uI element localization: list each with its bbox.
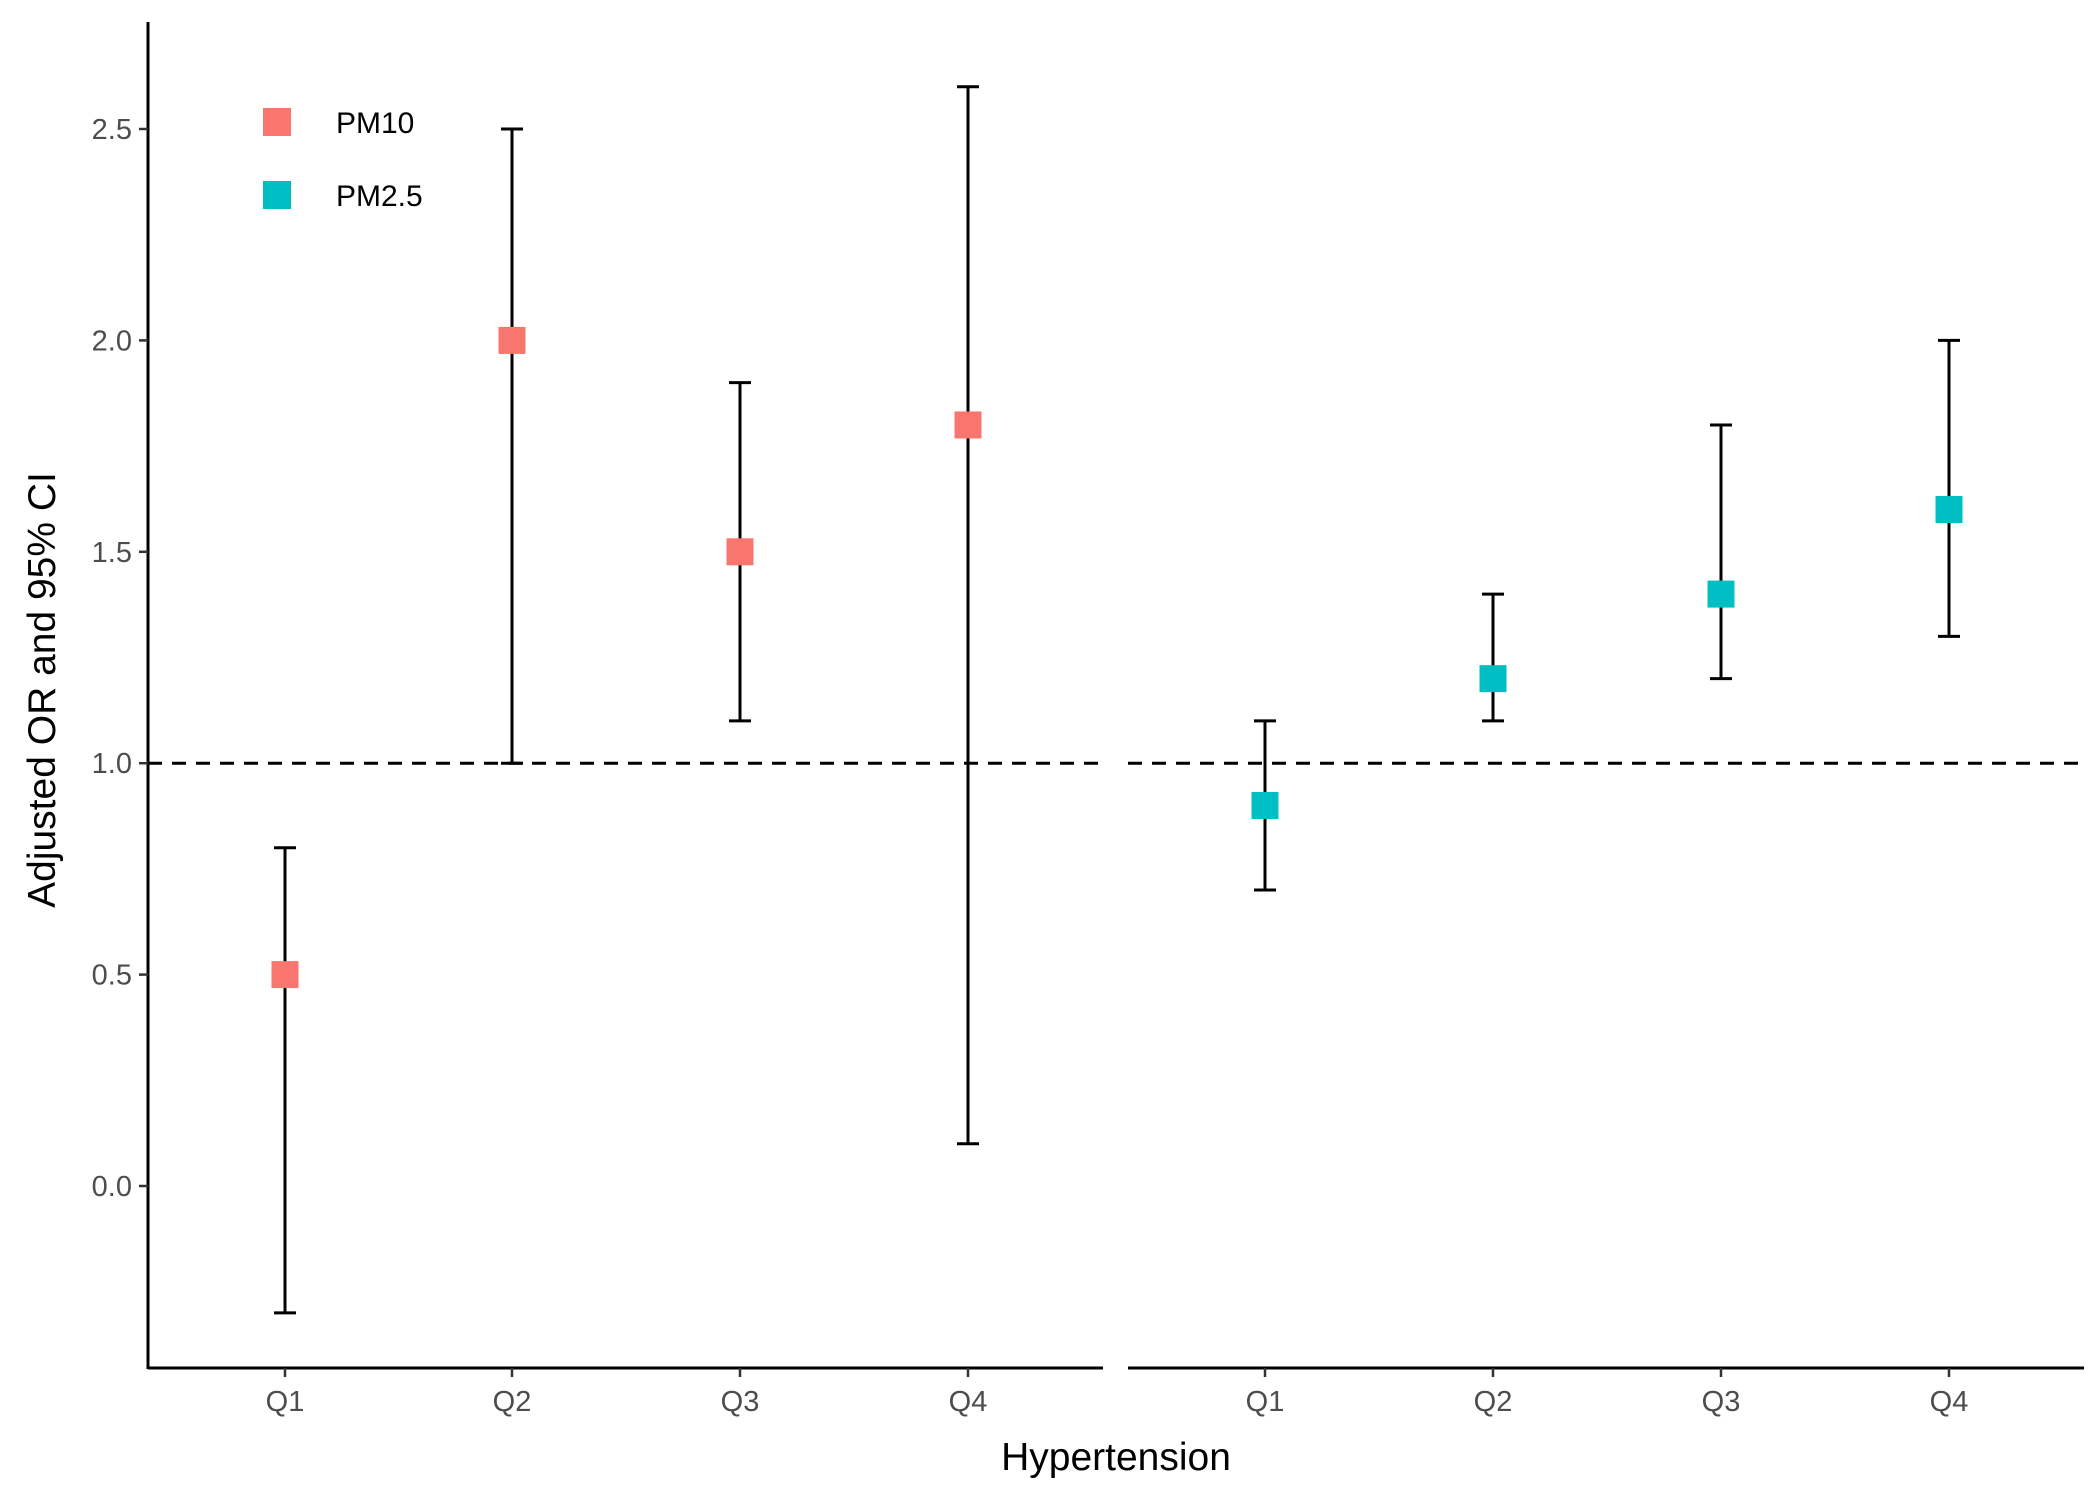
y-axis-title: Adjusted OR and 95% CI <box>21 472 64 908</box>
x-tick-label: Q4 <box>949 1386 988 1418</box>
x-tick-label: Q1 <box>1246 1386 1285 1418</box>
x-tick-label: Q4 <box>1930 1386 1969 1418</box>
x-tick-label: Q3 <box>721 1386 760 1418</box>
data-points <box>271 326 1963 989</box>
y-tick-label: 0.5 <box>92 960 132 992</box>
data-point-pm25 <box>1935 496 1963 524</box>
data-point-pm25 <box>1479 665 1507 693</box>
x-tick-label: Q1 <box>266 1386 305 1418</box>
y-tick-label: 2.0 <box>92 325 132 357</box>
x-axis-title: Hypertension <box>1001 1436 1231 1479</box>
data-point-pm25 <box>1707 580 1735 608</box>
data-point-pm10 <box>271 961 299 989</box>
y-tick-label: 2.5 <box>92 114 132 146</box>
legend-key <box>263 108 291 136</box>
x-tick-label: Q3 <box>1702 1386 1741 1418</box>
data-point-pm25 <box>1251 791 1279 819</box>
legend-label: PM2.5 <box>336 180 423 213</box>
x-tick-label: Q2 <box>493 1386 532 1418</box>
error-bars <box>274 85 1960 1315</box>
y-tick-label: 0.0 <box>92 1171 132 1203</box>
y-tick-label: 1.5 <box>92 537 132 569</box>
y-tick-label: 1.0 <box>92 748 132 780</box>
data-point-pm10 <box>498 326 526 354</box>
legend-label: PM10 <box>336 107 414 140</box>
axes: 0.0 0.5 1.0 1.5 2.0 2.5 Q1 Q2 Q3 Q4 Q1 Q2 Q3 Q4 <box>92 22 2084 1418</box>
data-point-pm10 <box>726 538 754 566</box>
data-point-pm10 <box>954 411 982 439</box>
legend-key <box>263 181 291 209</box>
legend: PM10 PM2.5 <box>263 107 423 213</box>
x-tick-label: Q2 <box>1474 1386 1513 1418</box>
